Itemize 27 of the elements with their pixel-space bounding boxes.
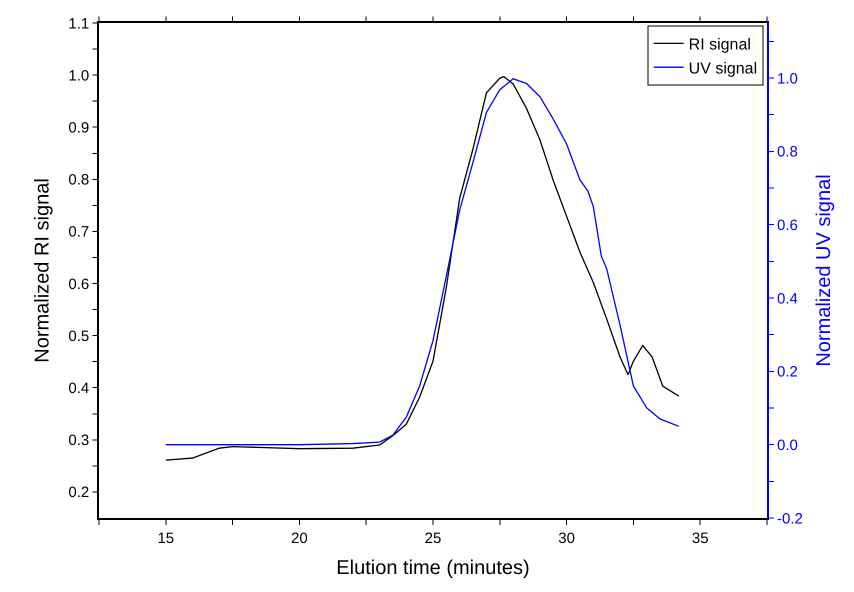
y-axis-title: Normalized RI signal <box>31 178 54 363</box>
x-tick-label: 20 <box>291 530 308 547</box>
y-tick-label: 1.0 <box>68 67 90 84</box>
y2-tick-label: 0.6 <box>777 216 798 234</box>
y2-tick-label: 0.8 <box>777 144 798 161</box>
y-tick-label: 0.7 <box>68 224 90 241</box>
x-axis-title: Elution time (minutes) <box>336 556 530 579</box>
y2-axis-title: Normalized UV signal <box>812 174 835 367</box>
y-tick-label: 0.9 <box>68 119 90 136</box>
y2-tick-label: 1.0 <box>777 70 798 88</box>
y2-tick-label: -0.2 <box>777 510 803 528</box>
y-tick-label: 1.1 <box>68 15 90 32</box>
x-tick-label: 15 <box>157 530 174 547</box>
x-tick-label: 25 <box>424 530 442 547</box>
legend-label: RI signal <box>688 36 751 54</box>
y-tick-label: 0.3 <box>68 432 90 450</box>
x-tick-label: 35 <box>692 530 709 547</box>
y2-tick-label: 0.2 <box>777 364 798 381</box>
x-tick-label: 30 <box>558 530 575 547</box>
y2-tick-label: 0.0 <box>777 436 798 454</box>
legend-label: UV signal <box>688 60 758 78</box>
y2-tick-label: 0.4 <box>777 290 798 308</box>
y-tick-label: 0.5 <box>68 328 90 345</box>
y-tick-label: 0.2 <box>68 484 90 502</box>
y-tick-label: 0.6 <box>68 276 90 293</box>
y-tick-label: 0.8 <box>68 172 90 189</box>
y-tick-label: 0.4 <box>68 380 90 397</box>
